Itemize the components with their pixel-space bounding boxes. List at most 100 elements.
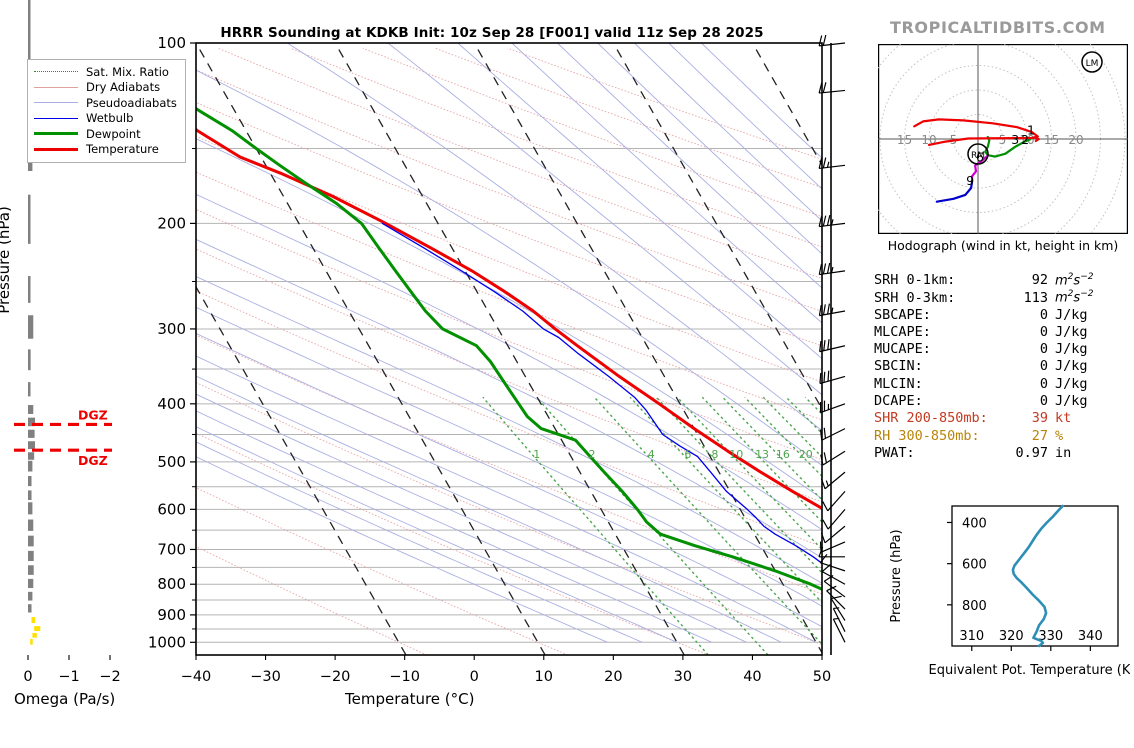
omega-bar <box>28 382 31 397</box>
wind-barb <box>819 400 846 414</box>
parameter-value: 0 <box>1039 341 1048 358</box>
wind-barb <box>820 450 846 466</box>
legend-swatch <box>34 147 78 151</box>
omega-bar <box>28 452 35 460</box>
legend-box: Sat. Mix. Ratio Dry Adiabats Pseudoadiabat… <box>27 59 186 163</box>
hodograph-height-label: 6 <box>976 150 984 165</box>
omega-bar <box>34 626 41 631</box>
wind-barb <box>818 157 846 170</box>
thetae-svg: 400 600 800 310 320 330 340 Equivalent Pot. Tem… <box>889 504 1130 678</box>
parameter-unit: J/kg <box>1055 358 1088 375</box>
skewt-panel: 1246810131620−40−30−20−10010203040505559… <box>14 0 846 685</box>
parameter-unit: in <box>1055 444 1072 461</box>
sounding-curve-wetbulb <box>381 222 822 565</box>
parameter-unit: J/kg <box>1055 341 1088 358</box>
wind-barb <box>818 215 846 228</box>
wind-barb <box>830 595 846 621</box>
temperature-tick-label: 50 <box>813 669 831 685</box>
parameter-row: SRH 0-1km: 92 m2s−2 <box>874 272 1124 289</box>
omega-bar <box>28 502 33 515</box>
parameter-row: DCAPE: 0 J/kg <box>874 393 1124 410</box>
parameter-name: RH 300-850mb: <box>874 427 980 444</box>
dgz-label: DGZ <box>78 453 108 468</box>
omega-bar <box>28 565 34 575</box>
parameter-value: 113 <box>1023 289 1048 306</box>
sounding-curve-dewpoint <box>196 106 822 591</box>
x-axis-label: Temperature (°C) <box>345 690 475 708</box>
mixing-ratio-label: 8 <box>711 448 718 461</box>
hodograph-panel: 15 10 5 5 10 15 20 1 2 3 6 9 LM RM <box>878 44 1128 234</box>
parameter-name: SBCIN: <box>874 358 923 375</box>
omega-bar <box>28 441 36 450</box>
legend-item: Dry Adiabats <box>34 80 177 96</box>
parameter-name: MUCAPE: <box>874 341 931 358</box>
parameter-row: RH 300-850mb: 27% <box>874 428 1124 445</box>
pressure-tick-label: 500 <box>157 453 186 471</box>
parameter-unit: J/kg <box>1055 306 1088 323</box>
thetae-xtick: 330 <box>1038 629 1063 644</box>
parameter-value: 0 <box>1039 375 1048 392</box>
thetae-pressure-tick: 800 <box>962 599 987 614</box>
parameters-table: SRH 0-1km: 92 m2s−2 SRH 0-3km: 113 m2s−2 SBCAP… <box>874 272 1124 462</box>
thetae-ylabel: Pressure (hPa) <box>889 529 904 622</box>
parameter-row: MUCAPE: 0 J/kg <box>874 341 1124 358</box>
temperature-tick-label: −30 <box>250 669 281 685</box>
temperature-tick-label: 30 <box>674 669 692 685</box>
hodograph-ring-label: 15 <box>897 133 912 147</box>
wind-barb <box>818 82 846 94</box>
hodograph-segment <box>984 135 1031 158</box>
parameter-value: 0 <box>1039 358 1048 375</box>
hodograph-rm-label: RM <box>971 151 985 161</box>
legend-item: Pseudoadiabats <box>34 95 177 111</box>
omega-bar <box>28 476 32 487</box>
pressure-tick-label: 700 <box>157 540 186 558</box>
parameter-name: SHR 200-850mb: <box>874 410 988 427</box>
parameter-value: 92 <box>1031 272 1048 289</box>
y-axis-label: Pressure (hPa) <box>0 206 13 314</box>
thetae-xtick: 320 <box>999 629 1024 644</box>
parameter-unit: m2s−2 <box>1055 289 1094 306</box>
legend-label: Wetbulb <box>86 111 134 126</box>
omega-bar <box>28 604 32 613</box>
thetae-xtick: 310 <box>959 629 984 644</box>
hodograph-caption: Hodograph (wind in kt, height in km) <box>887 238 1119 253</box>
mixing-ratio-label: 10 <box>729 448 743 461</box>
legend-label: Dewpoint <box>86 126 141 141</box>
omega-bar <box>28 535 34 547</box>
parameter-name: DCAPE: <box>874 393 923 410</box>
omega-tick-label: 0 <box>23 669 32 685</box>
parameter-value: 0.97 <box>1015 444 1048 461</box>
thetae-xlabel: Equivalent Pot. Temperature (K) <box>929 663 1130 678</box>
wind-barb <box>819 339 846 353</box>
parameter-value: 0 <box>1039 393 1048 410</box>
thetae-curve <box>1011 504 1064 648</box>
wind-barb <box>818 262 846 276</box>
hodograph-lm-marker <box>1081 51 1103 73</box>
hodograph-ring-label: 5 <box>999 133 1007 147</box>
wind-barb <box>819 553 846 572</box>
wind-barb <box>818 34 846 47</box>
hodograph-height-label: 9 <box>966 173 974 188</box>
mixing-ratio-label: 6 <box>684 448 691 461</box>
thetae-pressure-tick: 600 <box>962 558 987 573</box>
mixing-ratio-label: 1 <box>533 448 540 461</box>
omega-bar <box>28 315 34 339</box>
omega-bar <box>28 578 34 589</box>
parameter-row: SRH 0-3km: 113 m2s−2 <box>874 289 1124 306</box>
legend-label: Sat. Mix. Ratio <box>86 64 169 79</box>
wind-barb <box>832 607 846 632</box>
wind-barb <box>832 617 846 643</box>
hodograph-height-label: 2 <box>1021 132 1029 147</box>
omega-bar <box>28 417 36 427</box>
hodograph-segment <box>935 180 974 203</box>
wind-barb <box>820 525 846 544</box>
dgz-label: DGZ <box>78 407 108 422</box>
parameter-unit: % <box>1055 427 1064 444</box>
parameter-name: MLCIN: <box>874 375 923 392</box>
hodograph-segment <box>971 154 989 183</box>
mixing-ratio-label: 4 <box>648 448 655 461</box>
legend-item: Dewpoint <box>34 126 177 142</box>
legend-swatch <box>34 117 78 119</box>
omega-bar <box>28 429 35 438</box>
